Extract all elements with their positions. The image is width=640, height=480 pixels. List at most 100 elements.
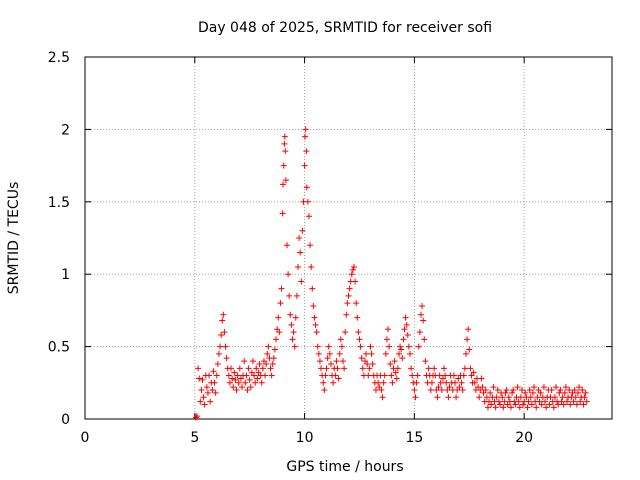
data-point (493, 394, 500, 401)
data-point (273, 336, 280, 343)
data-point (383, 336, 390, 343)
data-point (515, 398, 522, 405)
data-point (540, 384, 547, 391)
data-point (249, 358, 256, 365)
data-point (350, 263, 357, 270)
data-point (304, 198, 311, 205)
data-point (441, 365, 448, 372)
data-point (581, 394, 588, 401)
data-point (442, 372, 449, 379)
data-point (281, 140, 288, 147)
data-point (209, 387, 216, 394)
data-point (332, 372, 339, 379)
y-tick-label: 2.5 (48, 50, 70, 66)
data-point (299, 227, 306, 234)
data-point (212, 389, 219, 396)
data-point (197, 398, 204, 405)
data-point (314, 343, 321, 350)
data-point (524, 404, 531, 411)
data-point (388, 372, 395, 379)
data-point (321, 387, 328, 394)
data-point (210, 368, 217, 375)
data-point (460, 372, 467, 379)
data-point (264, 350, 271, 357)
data-point (399, 355, 406, 362)
data-point (324, 355, 331, 362)
data-point (206, 372, 213, 379)
data-point (400, 336, 407, 343)
data-point (580, 401, 587, 408)
data-point (359, 365, 366, 372)
data-point (256, 360, 263, 367)
x-tick-label: 5 (190, 430, 199, 446)
data-point (282, 177, 289, 184)
data-point (218, 332, 225, 339)
data-point (421, 336, 428, 343)
data-point (529, 389, 536, 396)
data-point (284, 242, 291, 249)
data-point (534, 394, 541, 401)
data-point (239, 384, 246, 391)
x-axis-label: GPS time / hours (286, 459, 403, 475)
data-point (512, 401, 519, 408)
data-point (285, 271, 292, 278)
data-point (290, 329, 297, 336)
data-point (531, 384, 538, 391)
data-point (428, 379, 435, 386)
data-point (281, 133, 288, 140)
y-tick-label: 0.5 (48, 340, 70, 356)
data-point (451, 379, 458, 386)
data-point (435, 384, 442, 391)
data-point (453, 394, 460, 401)
data-point (437, 379, 444, 386)
data-point (537, 389, 544, 396)
data-point (385, 326, 392, 333)
data-point (419, 303, 426, 310)
data-point (231, 369, 238, 376)
data-point (294, 263, 301, 270)
data-point (411, 387, 418, 394)
data-point (380, 379, 387, 386)
data-point (363, 350, 370, 357)
data-point (357, 343, 364, 350)
data-point (484, 404, 491, 411)
data-point (466, 346, 473, 353)
data-point (438, 387, 445, 394)
data-point (417, 311, 424, 318)
data-point (415, 343, 422, 350)
data-point (446, 384, 453, 391)
data-point (341, 365, 348, 372)
data-point (349, 266, 356, 273)
data-point (325, 343, 332, 350)
data-point (583, 398, 590, 405)
data-point (211, 379, 218, 386)
data-point (334, 365, 341, 372)
data-point (203, 384, 210, 391)
data-point (495, 398, 502, 405)
data-point (296, 235, 303, 241)
data-point (490, 384, 497, 391)
plot-frame (84, 56, 613, 420)
data-point (420, 317, 427, 324)
data-point (292, 314, 299, 321)
data-point (382, 350, 389, 357)
data-point (443, 379, 450, 386)
x-tick-label: 0 (81, 430, 90, 446)
data-point (213, 372, 220, 379)
data-point (287, 311, 294, 318)
data-point (459, 387, 466, 394)
data-point (193, 413, 200, 420)
data-point (372, 387, 379, 394)
data-point (553, 384, 560, 391)
data-point (471, 379, 478, 386)
data-point (251, 372, 258, 379)
data-point (252, 379, 259, 386)
y-tick-label: 2 (61, 122, 70, 138)
data-point (318, 365, 325, 372)
data-point (488, 401, 495, 408)
data-point (573, 401, 580, 408)
data-point (313, 329, 320, 336)
data-point (476, 394, 483, 401)
data-point (207, 398, 214, 405)
data-point (226, 379, 233, 386)
